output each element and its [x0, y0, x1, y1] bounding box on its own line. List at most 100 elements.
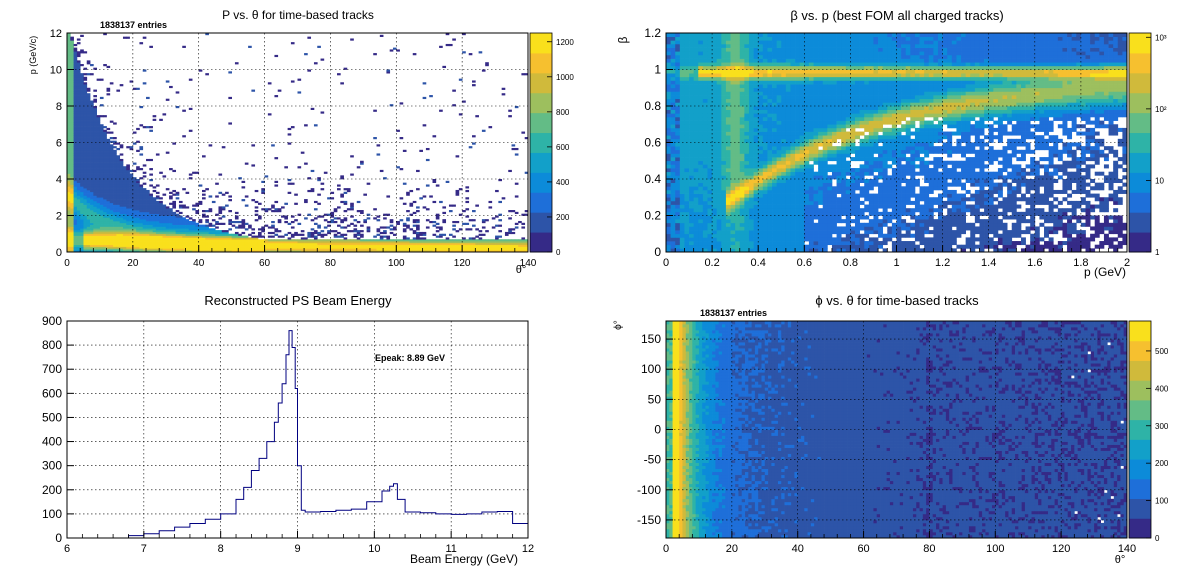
heatmap-cell: [70, 76, 74, 79]
heatmap-cell: [409, 246, 414, 249]
heatmap-cell: [136, 215, 140, 218]
heatmap-cell: [202, 215, 206, 218]
heatmap-cell: [304, 248, 308, 251]
heatmap-cell: [261, 235, 265, 238]
heatmap-cell: [274, 210, 279, 213]
heatmap-cell: [666, 244, 671, 249]
heatmap-cell: [481, 248, 486, 251]
heatmap-cell: [721, 200, 727, 205]
heatmap-cell: [753, 58, 759, 63]
heatmap-cell: [455, 244, 460, 247]
heatmap-cell: [707, 54, 713, 59]
heatmap-cell: [73, 65, 78, 69]
heatmap-cell: [725, 36, 731, 41]
heatmap-cell: [383, 248, 387, 251]
heatmap-cell: [679, 146, 685, 151]
heatmap-cell: [346, 244, 351, 247]
heatmap-cell: [271, 226, 275, 229]
heatmap-cell: [83, 85, 88, 89]
heatmap-cell: [70, 244, 74, 247]
heatmap-cell: [702, 109, 708, 114]
heatmap-cell: [86, 115, 91, 118]
heatmap-cell: [675, 58, 681, 63]
heatmap-cell: [294, 244, 298, 247]
heatmap-cell: [109, 151, 114, 154]
heatmap-cell: [113, 162, 117, 165]
heatmap-cell: [730, 109, 736, 114]
heatmap-cell: [208, 246, 213, 249]
heatmap-cell: [356, 241, 361, 244]
heatmap-cell: [475, 228, 479, 231]
heatmap-cell: [86, 93, 91, 96]
heatmap-cell: [458, 239, 463, 242]
heatmap-cell: [707, 109, 713, 114]
heatmap-cell: [675, 76, 681, 81]
heatmap-cell: [86, 231, 91, 235]
heatmap-cell: [109, 217, 114, 220]
heatmap-cell: [93, 250, 97, 253]
heatmap-cell: [478, 51, 483, 54]
heatmap-cell: [106, 138, 111, 142]
heatmap-cell: [132, 197, 137, 200]
heatmap-cell: [83, 233, 88, 236]
heatmap-cell: [67, 206, 71, 209]
heatmap-cell: [693, 116, 699, 121]
heatmap-cell: [679, 211, 685, 216]
heatmap-cell: [90, 188, 94, 191]
heatmap-cell: [80, 149, 84, 152]
heatmap-cell: [70, 235, 74, 238]
heatmap-cell: [290, 215, 295, 218]
heatmap-cell: [304, 239, 308, 242]
heatmap-cell: [113, 175, 117, 178]
heatmap-cell: [514, 195, 519, 198]
heatmap-cell: [504, 248, 509, 251]
heatmap-cell: [208, 210, 213, 213]
heatmap-cell: [80, 189, 84, 193]
heatmap-cell: [73, 93, 78, 96]
heatmap-cell: [274, 233, 279, 236]
heatmap-cell: [142, 235, 147, 238]
heatmap-cell: [103, 208, 107, 211]
heatmap-cell: [739, 47, 745, 52]
heatmap-cell: [458, 213, 463, 216]
heatmap-cell: [495, 242, 499, 246]
heatmap-cell: [758, 80, 764, 85]
heatmap-cell: [340, 239, 344, 242]
heatmap-cell: [435, 242, 440, 246]
heatmap-cell: [666, 146, 671, 151]
heatmap-cell: [142, 217, 147, 220]
heatmap-cell: [109, 242, 114, 246]
heatmap-cell: [712, 222, 718, 227]
heatmap-cell: [73, 116, 78, 120]
heatmap-cell: [238, 233, 242, 236]
heatmap-cell: [735, 65, 741, 70]
heatmap-cell: [195, 228, 200, 231]
heatmap-cell: [76, 116, 81, 120]
heatmap-cell: [465, 244, 470, 247]
heatmap-cell: [698, 193, 704, 198]
heatmap-cell: [129, 184, 134, 187]
heatmap-cell: [86, 169, 91, 173]
heatmap-cell: [146, 219, 150, 222]
heatmap-cell: [257, 231, 262, 235]
heatmap-cell: [83, 239, 88, 242]
heatmap-cell: [116, 242, 121, 246]
colorbar-tick-label: 200: [556, 213, 570, 222]
heatmap-cell: [310, 239, 315, 242]
heatmap-cell: [99, 160, 104, 163]
heatmap-cell: [86, 219, 91, 222]
heatmap-cell: [132, 186, 137, 189]
heatmap-cell: [758, 215, 764, 220]
heatmap-cell: [70, 149, 74, 152]
heatmap-cell: [67, 96, 71, 100]
heatmap-cell: [139, 231, 144, 235]
heatmap-cell: [670, 40, 676, 45]
heatmap-cell: [136, 180, 140, 183]
heatmap-cell: [73, 213, 78, 216]
heatmap-cell: [702, 160, 708, 165]
heatmap-cell: [67, 224, 71, 227]
heatmap-cell: [679, 197, 685, 202]
heatmap-cell: [119, 226, 124, 229]
heatmap-cell: [67, 127, 71, 131]
heatmap-cell: [113, 166, 117, 169]
